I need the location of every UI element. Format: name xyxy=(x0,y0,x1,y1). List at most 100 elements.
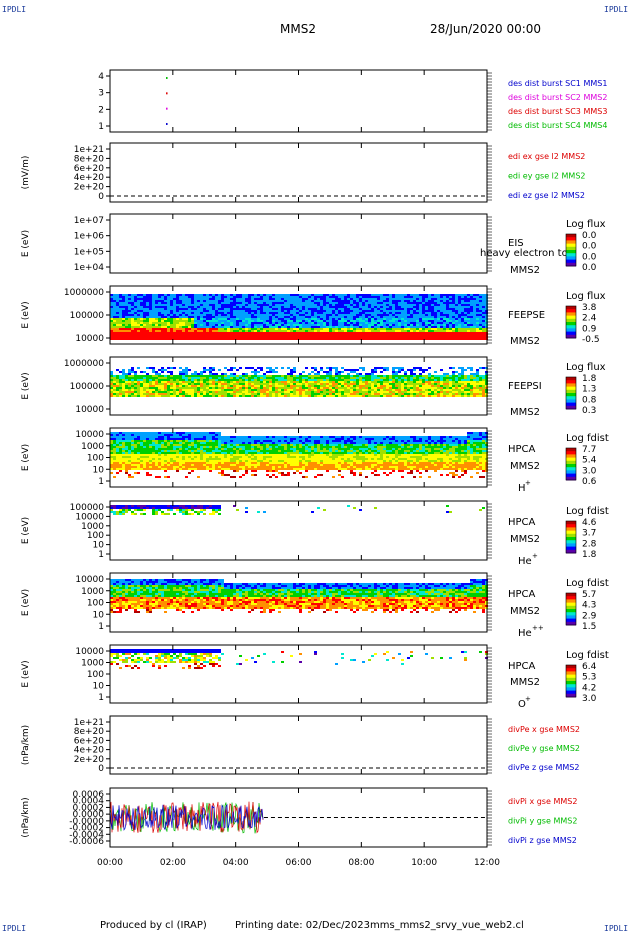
spectrogram-cell xyxy=(341,322,344,324)
spectrogram-cell xyxy=(248,310,251,312)
spectrogram-cell xyxy=(260,391,263,393)
spectrogram-cell xyxy=(470,296,473,298)
spectrogram-cell xyxy=(218,312,221,314)
spectrogram-cell xyxy=(230,306,233,308)
spectrogram-cell xyxy=(110,468,113,470)
spectrogram-cell xyxy=(254,324,257,326)
spectrogram-cell xyxy=(461,369,464,371)
spectrogram-cell xyxy=(290,320,293,322)
spectrogram-cell xyxy=(149,316,152,318)
spectrogram-cell xyxy=(482,308,485,310)
spectrogram-cell xyxy=(461,379,464,381)
spectrogram-cell xyxy=(131,296,134,298)
spectrogram-cell xyxy=(239,300,242,302)
spectrogram-cell xyxy=(254,294,257,296)
spectrogram-cell xyxy=(116,379,119,381)
spectrogram-cell xyxy=(344,334,347,336)
spectrogram-cell xyxy=(269,312,272,314)
spectrogram-cell xyxy=(308,308,311,310)
spectrogram-cell xyxy=(272,338,275,340)
spectrogram-cell xyxy=(419,373,422,375)
spectrogram-cell xyxy=(116,460,119,462)
spectrogram-cell xyxy=(146,300,149,302)
spectrogram-cell xyxy=(263,308,266,310)
spectrogram-cell xyxy=(305,326,308,328)
spectrogram-cell xyxy=(194,302,197,304)
spectrogram-cell xyxy=(260,304,263,306)
spectrogram-cell xyxy=(179,296,182,298)
spectrogram-cell xyxy=(203,393,206,395)
spectrogram-cell xyxy=(191,381,194,383)
spectrogram-cell xyxy=(113,306,116,308)
spectrogram-cell xyxy=(149,379,152,381)
spectrogram-cell xyxy=(293,375,296,377)
spectrogram-cell xyxy=(137,330,140,332)
spectrogram-cell xyxy=(113,454,116,456)
spectrogram-cell xyxy=(380,334,383,336)
spectrogram-cell xyxy=(317,385,320,387)
spectrogram-cell xyxy=(251,395,254,397)
spectrogram-cell xyxy=(299,316,302,318)
spectrogram-cell xyxy=(242,304,245,306)
spectrogram-cell xyxy=(122,373,125,375)
spectrogram-cell xyxy=(119,296,122,298)
spectrogram-cell xyxy=(440,294,443,296)
spectrogram-cell xyxy=(320,332,323,334)
spectrogram-cell xyxy=(326,395,329,397)
spectrogram-cell xyxy=(170,306,173,308)
spectrogram-cell xyxy=(380,367,383,369)
spectrogram-cell xyxy=(200,371,203,373)
spectrogram-cell xyxy=(197,332,200,334)
spectrogram-cell xyxy=(245,306,248,308)
spectrogram-cell xyxy=(359,310,362,312)
spectrogram-cell xyxy=(461,308,464,310)
spectrogram-cell xyxy=(281,395,284,397)
spectrogram-cell xyxy=(431,308,434,310)
spectrogram-cell xyxy=(149,302,152,304)
spectrogram-cell xyxy=(428,302,431,304)
spectrogram-cell xyxy=(347,336,350,338)
spectrogram-cell xyxy=(224,320,227,322)
spectrogram-cell xyxy=(395,314,398,316)
spectrogram-cell xyxy=(203,310,206,312)
spectrogram-cell xyxy=(395,298,398,300)
spectrogram-cell xyxy=(212,304,215,306)
spectrogram-cell xyxy=(353,330,356,332)
spectrogram-cell xyxy=(125,294,128,296)
spectrogram-cell xyxy=(266,316,269,318)
spectrogram-cell xyxy=(350,294,353,296)
spectrogram-cell xyxy=(482,314,485,316)
spectrogram-cell xyxy=(413,393,416,395)
spectrogram-cell xyxy=(188,324,191,326)
spectrogram-cell xyxy=(131,334,134,336)
spectrogram-cell xyxy=(353,324,356,326)
spectrogram-cell xyxy=(149,387,152,389)
spectrogram-cell xyxy=(452,336,455,338)
spectrogram-cell xyxy=(155,377,158,379)
spectrogram-cell xyxy=(293,389,296,391)
spectrogram-cell xyxy=(464,336,467,338)
spectrogram-cell xyxy=(341,294,344,296)
spectrogram-cell xyxy=(338,387,341,389)
spectrogram-cell xyxy=(347,316,350,318)
spectrogram-cell xyxy=(380,304,383,306)
spectrogram-cell xyxy=(296,318,299,320)
spectrogram-cell xyxy=(182,308,185,310)
spectrogram-cell xyxy=(428,379,431,381)
spectrogram-cell xyxy=(458,383,461,385)
spectrogram-cell xyxy=(470,375,473,377)
spectrogram-cell xyxy=(446,334,449,336)
spectrogram-cell xyxy=(224,383,227,385)
spectrogram-cell xyxy=(239,381,242,383)
spectrogram-cell xyxy=(146,393,149,395)
spectrogram-cell xyxy=(158,373,161,375)
spectrogram-cell xyxy=(263,381,266,383)
spectrogram-cell xyxy=(170,389,173,391)
spectrogram-cell xyxy=(437,298,440,300)
spectrogram-cell xyxy=(209,320,212,322)
spectrogram-cell xyxy=(356,338,359,340)
spectrogram-cell xyxy=(353,296,356,298)
spectrogram-cell xyxy=(419,298,422,300)
spectrogram-cell xyxy=(473,389,476,391)
spectrogram-cell xyxy=(206,304,209,306)
